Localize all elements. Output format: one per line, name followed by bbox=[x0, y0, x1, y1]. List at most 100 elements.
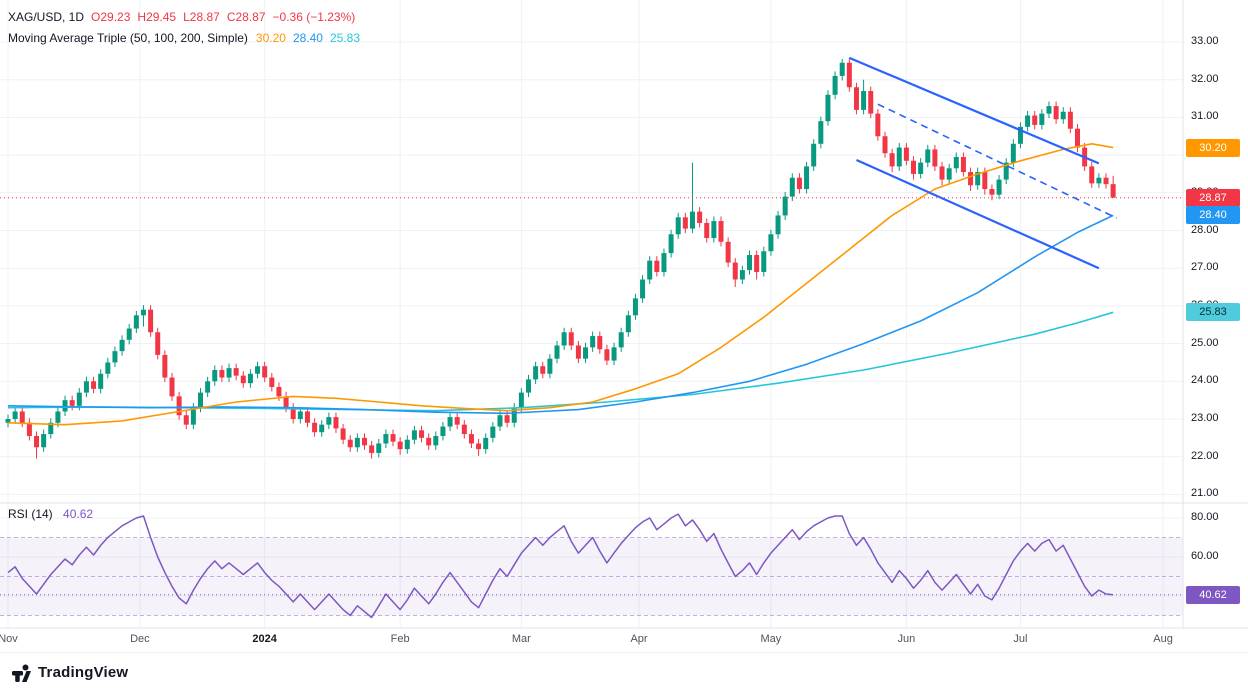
candle-body bbox=[433, 435, 439, 446]
candle-body bbox=[796, 177, 802, 190]
symbol-title: XAG/USD, 1D bbox=[8, 9, 85, 24]
price-axis[interactable]: 33.0032.0031.0030.0029.0028.0027.0026.00… bbox=[1183, 0, 1248, 628]
candle-body bbox=[547, 358, 553, 374]
candle-body bbox=[62, 400, 68, 412]
time-axis[interactable]: Nov Dec 2024 Feb Mar Apr May Jun Jul Aug bbox=[0, 628, 1248, 652]
candle-body bbox=[461, 424, 467, 435]
candle-body bbox=[775, 215, 781, 235]
time-axis-label[interactable]: Apr bbox=[630, 633, 648, 645]
candle-body bbox=[176, 396, 182, 416]
candle-body bbox=[404, 439, 410, 450]
rsi-band-fill bbox=[0, 537, 1183, 616]
symbol-legend-row[interactable]: XAG/USD, 1D O29.23 H29.45 L28.87 C28.87 … bbox=[8, 6, 367, 27]
candle-body bbox=[911, 160, 917, 174]
candle-body bbox=[761, 251, 767, 272]
candle-body bbox=[953, 156, 959, 169]
candle-body bbox=[83, 381, 89, 393]
candle-body bbox=[704, 222, 710, 239]
candle-body bbox=[440, 426, 446, 436]
candle-body bbox=[846, 62, 852, 88]
price-axis-label: 31.00 bbox=[1191, 110, 1219, 123]
close-value: C28.87 bbox=[226, 9, 266, 24]
rsi-legend-row[interactable]: RSI (14) 40.62 bbox=[8, 507, 93, 521]
time-axis-label[interactable]: 2024 bbox=[252, 633, 277, 645]
rsi-axis-label: 80.00 bbox=[1191, 511, 1219, 523]
time-axis-label[interactable]: Jun bbox=[897, 633, 916, 645]
time-axis-label[interactable]: Dec bbox=[130, 633, 150, 645]
time-axis-label[interactable]: May bbox=[760, 633, 782, 645]
low-value: L28.87 bbox=[183, 9, 220, 24]
candle-body bbox=[946, 168, 952, 180]
ma-indicator-label: Moving Average Triple (50, 100, 200, Sim… bbox=[8, 30, 248, 45]
candle-body bbox=[575, 345, 581, 359]
candle-body bbox=[233, 368, 239, 376]
price-axis-label: 33.00 bbox=[1191, 35, 1219, 47]
candle-body bbox=[1103, 177, 1109, 185]
candle-body bbox=[454, 417, 460, 425]
candle-body bbox=[853, 87, 859, 110]
candle-body bbox=[447, 417, 453, 427]
candle-body bbox=[611, 347, 617, 361]
candle-body bbox=[604, 349, 610, 361]
candle-body bbox=[297, 411, 303, 419]
candle-body bbox=[383, 434, 389, 444]
candle-body bbox=[732, 262, 738, 280]
candle-body bbox=[1010, 143, 1016, 163]
candle-body bbox=[668, 234, 674, 254]
candle-body bbox=[1067, 111, 1073, 129]
candle-body bbox=[19, 411, 25, 423]
candle-body bbox=[689, 211, 695, 229]
candle-body bbox=[568, 332, 574, 346]
candle-body bbox=[583, 347, 589, 359]
ma200-value: 25.83 bbox=[329, 30, 361, 45]
ma-legend-row[interactable]: Moving Average Triple (50, 100, 200, Sim… bbox=[8, 27, 367, 48]
candle-body bbox=[1053, 106, 1059, 120]
candle-body bbox=[12, 411, 18, 419]
candle-body bbox=[903, 147, 909, 161]
candle-body bbox=[1110, 184, 1116, 198]
candle-body bbox=[968, 172, 974, 186]
trendline bbox=[877, 103, 1118, 219]
candle-body bbox=[426, 437, 432, 446]
ma100-value: 28.40 bbox=[292, 30, 323, 45]
time-axis-label[interactable]: Mar bbox=[511, 633, 531, 645]
price-axis-label: 22.00 bbox=[1191, 449, 1219, 462]
candle-body bbox=[397, 441, 403, 450]
rsi-line bbox=[7, 513, 1114, 619]
price-badge: 30.20 bbox=[1186, 138, 1240, 157]
time-axis-label[interactable]: Aug bbox=[1153, 633, 1173, 645]
candle-body bbox=[169, 377, 175, 397]
candle-body bbox=[269, 377, 275, 387]
candle-body bbox=[1032, 115, 1038, 125]
ma200-line bbox=[7, 311, 1114, 412]
candle-body bbox=[1060, 111, 1066, 120]
high-value: H29.45 bbox=[137, 9, 177, 24]
candle-body bbox=[1025, 115, 1031, 127]
tradingview-wordmark[interactable]: TradingView bbox=[38, 663, 129, 681]
price-axis-label: 23.00 bbox=[1191, 412, 1219, 424]
candle-body bbox=[119, 339, 125, 352]
candle-body bbox=[697, 211, 703, 223]
candle-body bbox=[918, 162, 924, 174]
tradingview-logo[interactable] bbox=[12, 663, 31, 682]
candle-body bbox=[112, 351, 118, 363]
candle-body bbox=[205, 381, 211, 393]
price-badge: 25.83 bbox=[1186, 303, 1240, 322]
candle-body bbox=[718, 221, 724, 242]
bottom-toolbar: TradingView bbox=[0, 653, 1248, 691]
price-axis-label: 32.00 bbox=[1191, 72, 1219, 85]
candle-body bbox=[725, 241, 731, 263]
time-axis-label[interactable]: Jul bbox=[1013, 633, 1028, 645]
candle-body bbox=[133, 315, 139, 329]
candle-body bbox=[140, 309, 146, 316]
candle-body bbox=[290, 407, 296, 419]
time-axis-label[interactable]: Feb bbox=[390, 633, 410, 645]
candle-body bbox=[540, 366, 546, 374]
time-axis-label[interactable]: Nov bbox=[0, 633, 18, 645]
candle-body bbox=[789, 177, 795, 197]
candle-body bbox=[811, 143, 817, 167]
rsi-badge: 40.62 bbox=[1186, 585, 1240, 604]
candle-body bbox=[476, 443, 482, 450]
